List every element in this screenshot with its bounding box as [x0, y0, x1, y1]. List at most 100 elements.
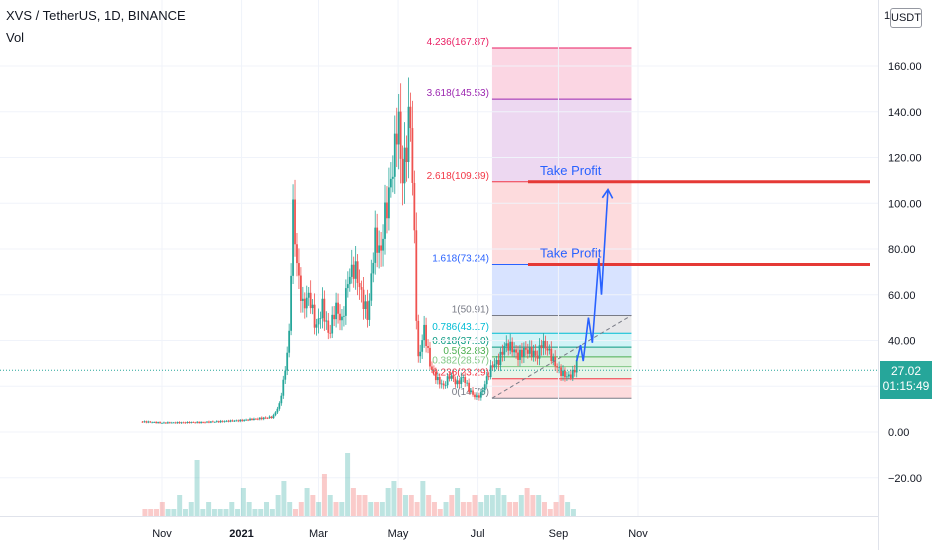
candle-body	[143, 421, 146, 423]
candle-body	[438, 376, 441, 385]
volume-bar	[310, 495, 316, 516]
candle-body	[229, 420, 232, 422]
candle-body	[303, 298, 306, 309]
candle-body	[384, 202, 386, 239]
symbol-title: XVS / TetherUS, 1D, BINANCE	[6, 8, 186, 23]
candle-body	[419, 351, 422, 357]
volume-bar	[188, 502, 194, 516]
candle-body	[157, 422, 159, 424]
volume-bar	[159, 502, 165, 516]
projection-arrowhead	[601, 187, 614, 199]
candle-body	[294, 199, 296, 245]
candle-body	[429, 347, 431, 367]
candle-body	[474, 394, 476, 398]
axis-top-value: 1	[884, 10, 891, 22]
candle-body	[202, 422, 204, 423]
volume-bar	[524, 488, 530, 516]
candle-body	[556, 366, 559, 368]
volume-bar	[536, 495, 542, 516]
volume-bar	[460, 502, 466, 516]
volume-bar	[449, 495, 455, 516]
candle-body	[299, 275, 302, 301]
candle-body	[391, 176, 394, 179]
candle-body	[204, 422, 206, 424]
candle-body	[573, 369, 576, 373]
volume-bar	[472, 495, 478, 516]
candle-body	[260, 417, 263, 420]
volume-bar	[200, 509, 206, 516]
candle-body	[360, 287, 363, 290]
candle-body	[335, 302, 337, 320]
candle-body	[493, 363, 496, 368]
currency-button[interactable]: USDT	[890, 8, 922, 28]
candle-body	[538, 345, 541, 359]
volume-bar	[240, 488, 246, 516]
candle-body	[182, 422, 185, 424]
candle-body	[172, 422, 175, 424]
candle-body	[331, 314, 334, 334]
volume-bar	[177, 495, 183, 516]
candle-body	[241, 419, 244, 421]
volume-bar	[455, 488, 461, 516]
candle-body	[145, 421, 148, 423]
candle-body	[288, 330, 291, 353]
candle-body	[388, 187, 390, 219]
volume-bar	[431, 502, 437, 516]
candle-body	[472, 390, 474, 395]
candle-body	[284, 370, 287, 380]
candle-body	[305, 297, 308, 309]
volume-bar	[408, 495, 414, 516]
volume-bar	[553, 502, 559, 516]
candle-body	[258, 417, 261, 420]
candle-body	[372, 262, 375, 274]
candle-body	[301, 298, 304, 301]
candle-body	[311, 304, 314, 309]
candle-body	[296, 244, 298, 264]
volume-bar	[547, 509, 553, 516]
candle-body	[477, 395, 480, 398]
candle-body	[147, 421, 150, 423]
candle-body	[350, 264, 353, 277]
volume-bar	[246, 502, 252, 516]
candle-body	[227, 420, 230, 422]
volume-label: Vol	[6, 30, 25, 45]
candle-body	[282, 379, 285, 396]
candle-body	[276, 408, 279, 413]
candle-body	[329, 332, 332, 334]
volume-bar	[478, 502, 484, 516]
candle-body	[315, 324, 318, 328]
time-tick-label: Nov	[628, 528, 648, 540]
candle-body	[254, 418, 257, 420]
candle-body	[434, 371, 437, 381]
candle-body	[564, 370, 566, 378]
volume-bar	[507, 502, 513, 516]
candle-body	[168, 422, 171, 424]
candle-body	[401, 158, 404, 184]
candle-body	[247, 419, 249, 421]
price-tick-label: 120.00	[888, 153, 922, 165]
candle-body	[243, 419, 246, 421]
fib-level-label: 0.5(32.83)	[443, 346, 489, 357]
volume-bar	[292, 509, 298, 516]
candle-body	[399, 111, 402, 159]
volume-bar	[541, 502, 547, 516]
candle-body	[198, 421, 201, 423]
candle-body	[161, 422, 163, 424]
candle-body	[339, 313, 341, 321]
candle-body	[307, 292, 310, 298]
take-profit-label: Take Profit	[540, 163, 602, 178]
candle-body	[163, 422, 165, 424]
candle-body	[519, 349, 521, 360]
candle-body	[560, 367, 562, 376]
candle-body	[354, 261, 357, 279]
volume-bar	[397, 488, 403, 516]
candle-body	[393, 133, 396, 177]
candle-body	[378, 245, 381, 253]
candle-body	[403, 147, 406, 184]
candle-body	[479, 391, 482, 398]
candle-body	[346, 284, 349, 289]
candle-body	[534, 350, 537, 356]
candle-body	[507, 343, 510, 351]
